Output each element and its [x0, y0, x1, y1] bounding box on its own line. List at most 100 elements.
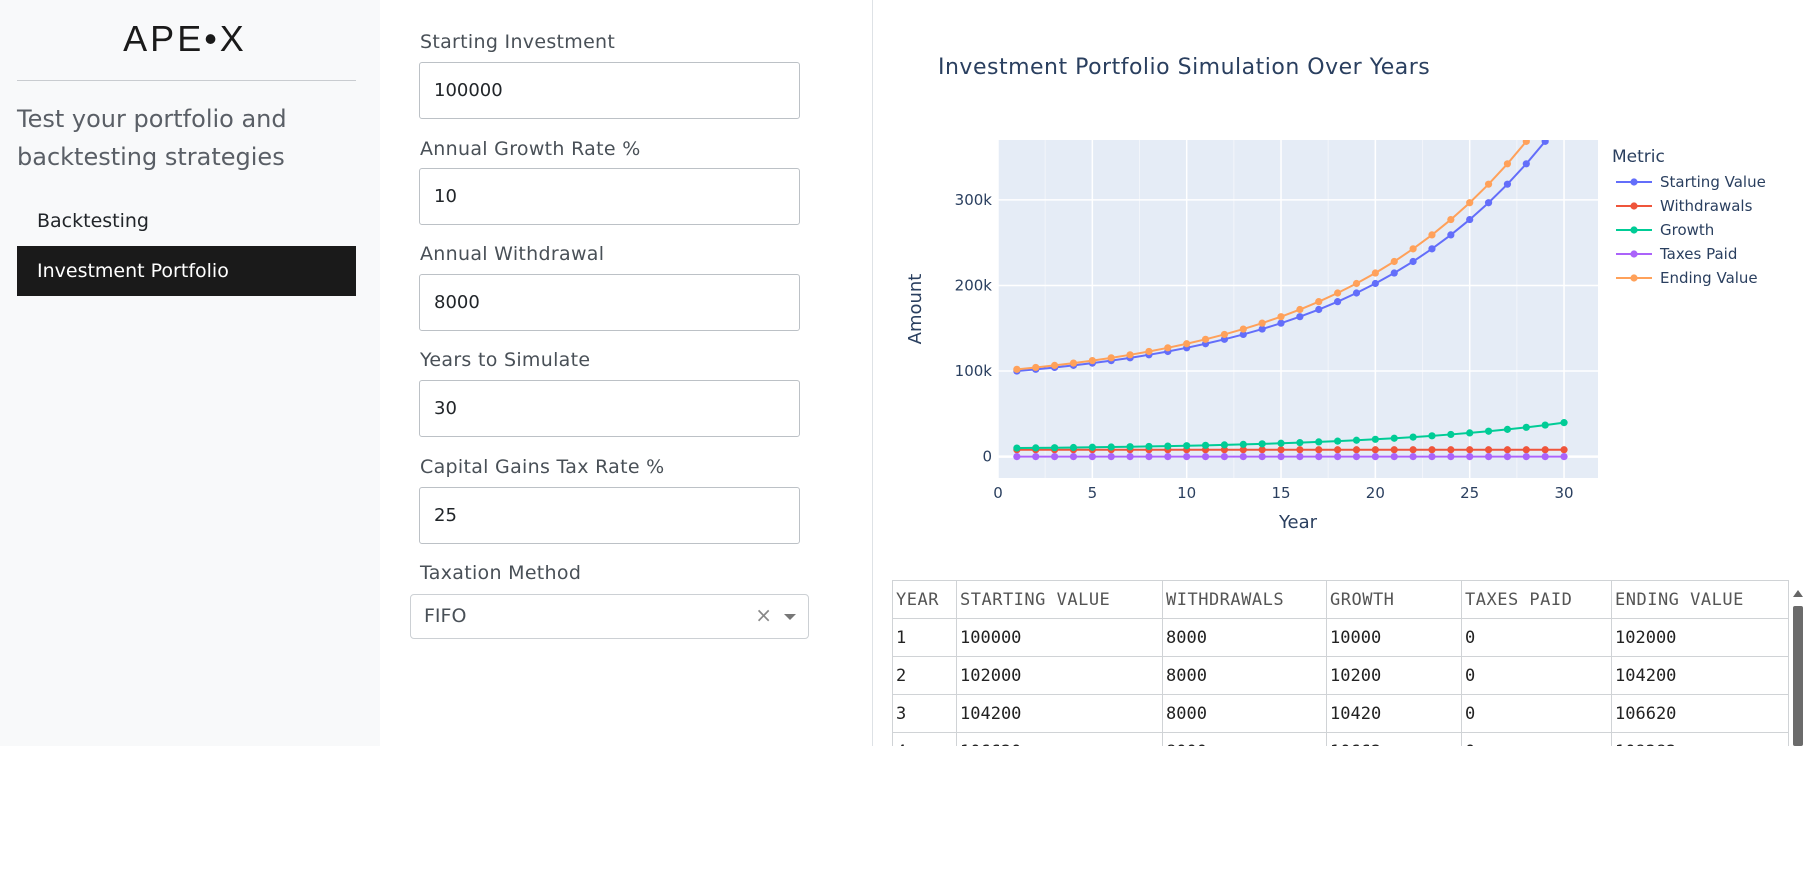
data-point[interactable]	[1107, 443, 1115, 451]
data-point[interactable]	[1164, 453, 1172, 461]
data-point[interactable]	[1296, 446, 1304, 454]
chevron-down-icon[interactable]	[784, 614, 796, 620]
data-point[interactable]	[1484, 453, 1493, 461]
data-point[interactable]	[1051, 444, 1059, 452]
data-point[interactable]	[1183, 340, 1191, 348]
data-point[interactable]	[1409, 245, 1417, 253]
scroll-thumb[interactable]	[1793, 606, 1803, 746]
data-point[interactable]	[1258, 453, 1266, 461]
data-point[interactable]	[1145, 347, 1153, 356]
scroll-up-icon[interactable]	[1793, 590, 1803, 597]
data-point[interactable]	[1390, 453, 1398, 461]
data-point[interactable]	[1334, 289, 1342, 297]
data-point[interactable]	[1447, 215, 1455, 224]
data-point[interactable]	[1466, 429, 1474, 437]
data-point[interactable]	[1522, 423, 1530, 431]
annual-growth-rate-input[interactable]	[419, 168, 800, 225]
data-point[interactable]	[1183, 453, 1191, 461]
data-point[interactable]	[1315, 453, 1323, 461]
data-point[interactable]	[1409, 453, 1417, 461]
column-header-starting-value[interactable]: STARTING VALUE	[956, 580, 1163, 619]
data-point[interactable]	[1296, 305, 1304, 314]
nav-item-backtesting[interactable]: Backtesting	[37, 210, 149, 232]
data-point[interactable]	[1315, 438, 1323, 446]
data-point[interactable]	[1051, 453, 1059, 461]
data-point[interactable]	[1126, 351, 1134, 359]
data-point[interactable]	[1466, 199, 1474, 207]
data-point[interactable]	[1315, 305, 1323, 314]
data-point[interactable]	[1447, 430, 1455, 439]
data-point[interactable]	[1390, 269, 1398, 277]
column-header-taxes-paid[interactable]: TAXES PAID	[1461, 580, 1612, 619]
data-point[interactable]	[1032, 444, 1040, 452]
data-point[interactable]	[1334, 453, 1342, 461]
data-point[interactable]	[1239, 325, 1247, 333]
data-point[interactable]	[1484, 446, 1493, 454]
column-header-ending-value[interactable]: ENDING VALUE	[1611, 580, 1789, 619]
data-point[interactable]	[1352, 436, 1361, 444]
data-point[interactable]	[1277, 313, 1285, 321]
data-point[interactable]	[1088, 453, 1096, 461]
data-point[interactable]	[1428, 432, 1436, 440]
data-point[interactable]	[1466, 446, 1474, 454]
data-point[interactable]	[1503, 446, 1512, 454]
data-point[interactable]	[1183, 442, 1191, 450]
data-point[interactable]	[1541, 421, 1549, 429]
years-to-simulate-input[interactable]	[419, 380, 800, 437]
data-point[interactable]	[1239, 440, 1247, 448]
data-point[interactable]	[1371, 446, 1379, 454]
data-point[interactable]	[1296, 453, 1304, 461]
data-point[interactable]	[1145, 453, 1153, 461]
data-point[interactable]	[1522, 446, 1530, 454]
data-point[interactable]	[1258, 440, 1266, 448]
data-point[interactable]	[1334, 446, 1342, 454]
data-point[interactable]	[1447, 453, 1455, 461]
data-point[interactable]	[1428, 231, 1436, 239]
data-point[interactable]	[1069, 359, 1078, 367]
data-point[interactable]	[1277, 446, 1285, 454]
data-point[interactable]	[1352, 453, 1361, 461]
data-point[interactable]	[1484, 180, 1493, 188]
nav-item-investment-portfolio[interactable]: Investment Portfolio	[17, 246, 356, 296]
data-point[interactable]	[1484, 199, 1493, 207]
data-point[interactable]	[1126, 453, 1134, 461]
data-point[interactable]	[1522, 160, 1530, 168]
data-point[interactable]	[1371, 269, 1379, 277]
data-point[interactable]	[1409, 433, 1417, 441]
data-point[interactable]	[1484, 427, 1493, 435]
results-table-container[interactable]: YEAR STARTING VALUE WITHDRAWALS GROWTH T…	[892, 580, 1790, 746]
data-point[interactable]	[1201, 335, 1210, 343]
data-point[interactable]	[1013, 453, 1021, 461]
data-point[interactable]	[1466, 453, 1474, 461]
data-point[interactable]	[1541, 138, 1549, 145]
data-point[interactable]	[1334, 437, 1342, 445]
data-point[interactable]	[1220, 330, 1229, 339]
data-point[interactable]	[1051, 361, 1059, 369]
data-point[interactable]	[1239, 330, 1247, 339]
data-point[interactable]	[1503, 425, 1512, 433]
data-point[interactable]	[1409, 446, 1417, 454]
data-point[interactable]	[1296, 439, 1304, 447]
data-point[interactable]	[1334, 298, 1342, 306]
data-point[interactable]	[1107, 453, 1115, 461]
data-point[interactable]	[1522, 138, 1530, 145]
data-point[interactable]	[1220, 441, 1229, 449]
data-point[interactable]	[1220, 453, 1229, 461]
data-point[interactable]	[1239, 446, 1247, 454]
data-point[interactable]	[1352, 446, 1361, 454]
data-point[interactable]	[1560, 419, 1568, 427]
data-point[interactable]	[1352, 279, 1361, 288]
data-point[interactable]	[1390, 446, 1398, 454]
column-header-growth[interactable]: GROWTH	[1326, 580, 1462, 619]
data-point[interactable]	[1201, 453, 1210, 461]
data-point[interactable]	[1503, 160, 1512, 168]
data-point[interactable]	[1503, 453, 1512, 461]
annual-withdrawal-input[interactable]	[419, 274, 800, 331]
data-point[interactable]	[1088, 356, 1096, 365]
data-point[interactable]	[1107, 354, 1115, 362]
data-point[interactable]	[1522, 453, 1530, 461]
data-point[interactable]	[1466, 215, 1474, 224]
column-header-withdrawals[interactable]: WITHDRAWALS	[1162, 580, 1327, 619]
data-point[interactable]	[1447, 231, 1455, 239]
data-point[interactable]	[1560, 453, 1568, 461]
